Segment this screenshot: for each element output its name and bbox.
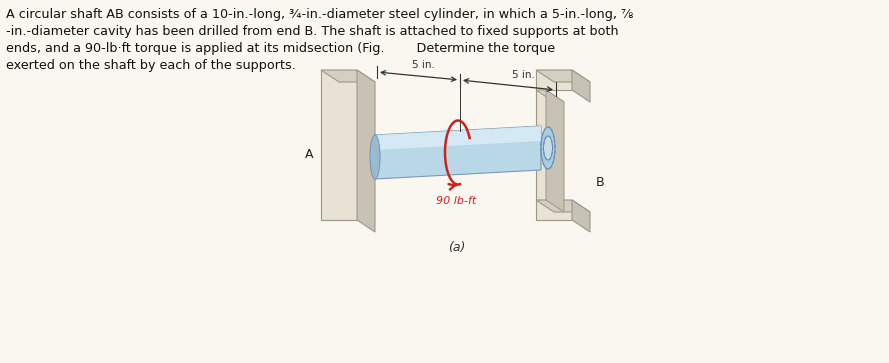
Ellipse shape	[543, 136, 552, 160]
Polygon shape	[546, 90, 564, 212]
Polygon shape	[375, 126, 541, 179]
Text: A circular shaft AB consists of a 10-in.-long, ¾-in.-diameter steel cylinder, in: A circular shaft AB consists of a 10-in.…	[6, 8, 633, 21]
Text: A: A	[305, 148, 313, 162]
Text: -in.-diameter cavity has been drilled from end B. The shaft is attached to fixed: -in.-diameter cavity has been drilled fr…	[6, 25, 619, 38]
Text: B: B	[596, 175, 605, 188]
Polygon shape	[536, 200, 590, 212]
Polygon shape	[536, 70, 590, 82]
Text: 5 in.: 5 in.	[511, 70, 534, 80]
Polygon shape	[321, 70, 375, 82]
Polygon shape	[572, 70, 590, 102]
Text: exerted on the shaft by each of the supports.: exerted on the shaft by each of the supp…	[6, 59, 296, 72]
Polygon shape	[357, 70, 375, 232]
Text: 5 in.: 5 in.	[412, 60, 435, 70]
Text: ends, and a 90-lb·ft torque is applied at its midsection (Fig.        Determine : ends, and a 90-lb·ft torque is applied a…	[6, 42, 555, 55]
Text: 90 lb-ft: 90 lb-ft	[436, 196, 477, 207]
Text: (a): (a)	[448, 241, 465, 254]
Polygon shape	[536, 200, 572, 220]
Polygon shape	[536, 70, 572, 90]
Polygon shape	[572, 200, 590, 232]
Polygon shape	[375, 126, 541, 150]
Polygon shape	[536, 90, 564, 102]
Polygon shape	[536, 90, 546, 200]
Polygon shape	[321, 70, 357, 220]
Ellipse shape	[370, 135, 380, 179]
Ellipse shape	[541, 127, 555, 169]
